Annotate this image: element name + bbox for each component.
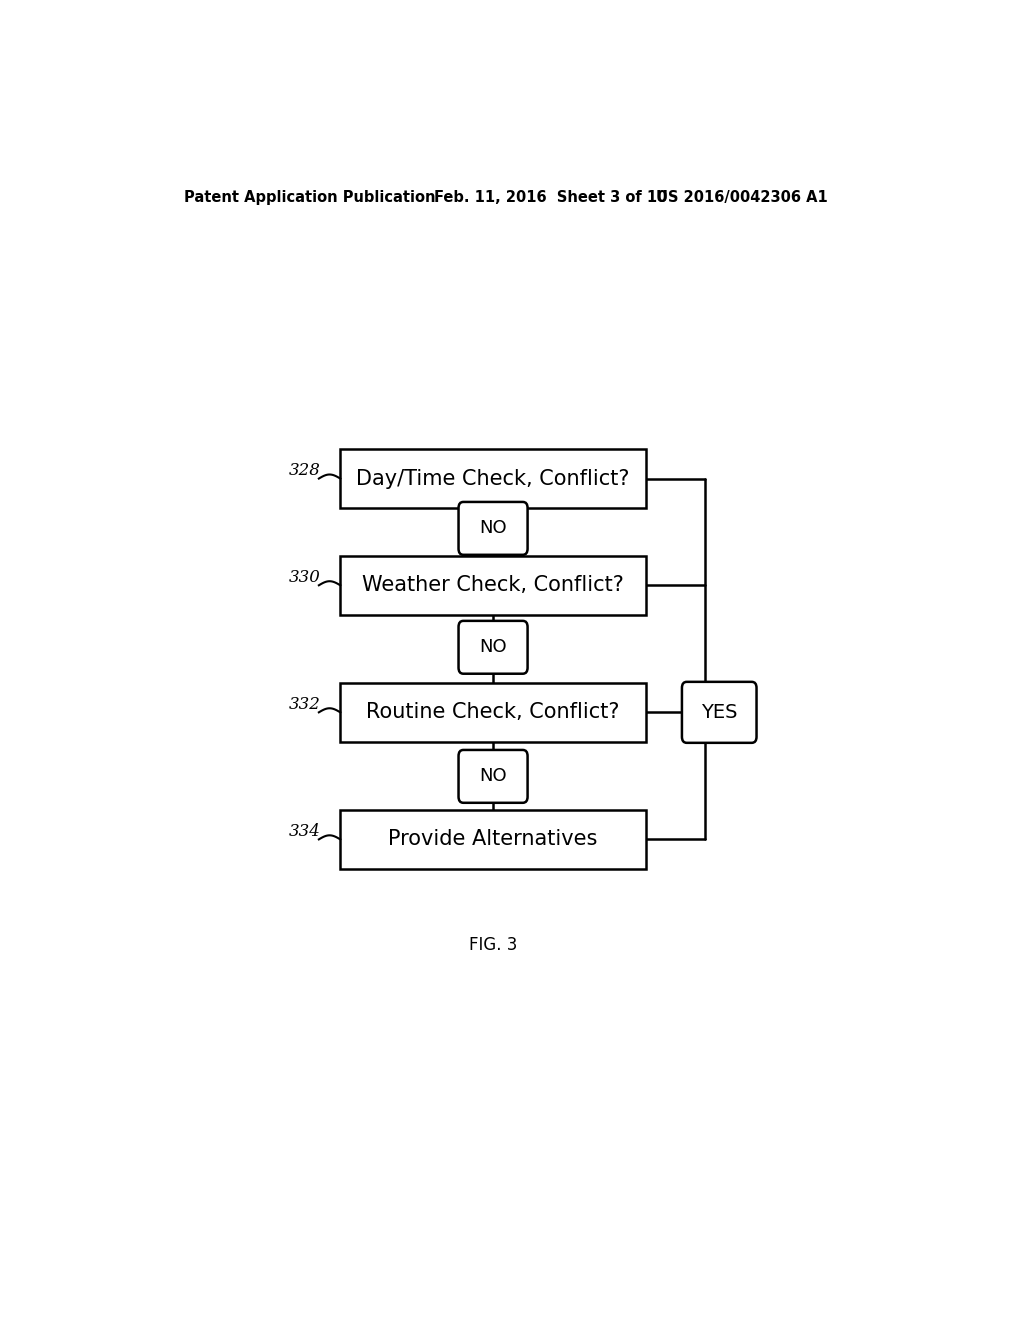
Text: 330: 330 xyxy=(289,569,321,586)
Text: Patent Application Publication: Patent Application Publication xyxy=(183,190,435,205)
FancyBboxPatch shape xyxy=(459,750,527,803)
Text: Routine Check, Conflict?: Routine Check, Conflict? xyxy=(367,702,620,722)
Text: Feb. 11, 2016  Sheet 3 of 10: Feb. 11, 2016 Sheet 3 of 10 xyxy=(433,190,667,205)
FancyBboxPatch shape xyxy=(459,620,527,673)
Text: FIG. 3: FIG. 3 xyxy=(469,936,517,954)
Text: NO: NO xyxy=(479,639,507,656)
Text: 332: 332 xyxy=(289,696,321,713)
Text: US 2016/0042306 A1: US 2016/0042306 A1 xyxy=(655,190,827,205)
FancyBboxPatch shape xyxy=(340,449,646,508)
FancyBboxPatch shape xyxy=(340,682,646,742)
Text: NO: NO xyxy=(479,519,507,537)
Text: Weather Check, Conflict?: Weather Check, Conflict? xyxy=(362,576,624,595)
Text: Provide Alternatives: Provide Alternatives xyxy=(388,829,598,849)
Text: 334: 334 xyxy=(289,822,321,840)
FancyBboxPatch shape xyxy=(459,502,527,554)
Text: NO: NO xyxy=(479,767,507,785)
FancyBboxPatch shape xyxy=(340,810,646,869)
Text: YES: YES xyxy=(701,702,737,722)
Text: 328: 328 xyxy=(289,462,321,479)
FancyBboxPatch shape xyxy=(682,682,757,743)
Text: Day/Time Check, Conflict?: Day/Time Check, Conflict? xyxy=(356,469,630,488)
FancyBboxPatch shape xyxy=(340,556,646,615)
